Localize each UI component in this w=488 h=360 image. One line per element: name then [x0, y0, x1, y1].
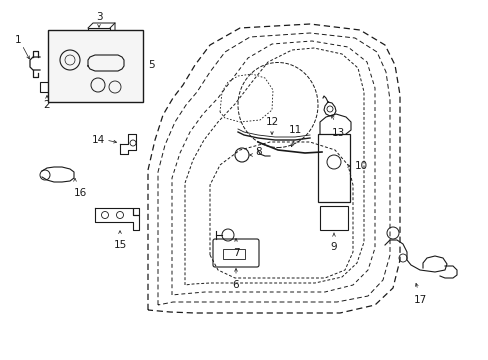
- Text: 17: 17: [412, 295, 426, 305]
- Text: 11: 11: [288, 125, 301, 135]
- Text: 9: 9: [330, 242, 337, 252]
- Text: 15: 15: [113, 240, 126, 250]
- Bar: [40, 82, 54, 92]
- Bar: [317, 134, 349, 202]
- Text: 10: 10: [354, 161, 367, 171]
- Text: 14: 14: [92, 135, 105, 145]
- Text: 13: 13: [331, 128, 344, 138]
- Text: 2: 2: [43, 100, 50, 110]
- Text: 8: 8: [254, 147, 261, 157]
- Text: 6: 6: [232, 280, 239, 290]
- Text: 3: 3: [96, 12, 102, 22]
- Bar: [48, 30, 142, 102]
- Text: 1: 1: [15, 35, 21, 45]
- Text: 12: 12: [265, 117, 278, 127]
- Text: 5: 5: [148, 60, 154, 70]
- Bar: [90, 51, 108, 60]
- Bar: [223, 249, 244, 259]
- Text: 16: 16: [73, 188, 86, 198]
- Text: 4: 4: [124, 51, 130, 61]
- Text: 7: 7: [232, 248, 239, 258]
- Bar: [319, 206, 347, 230]
- Bar: [88, 28, 110, 42]
